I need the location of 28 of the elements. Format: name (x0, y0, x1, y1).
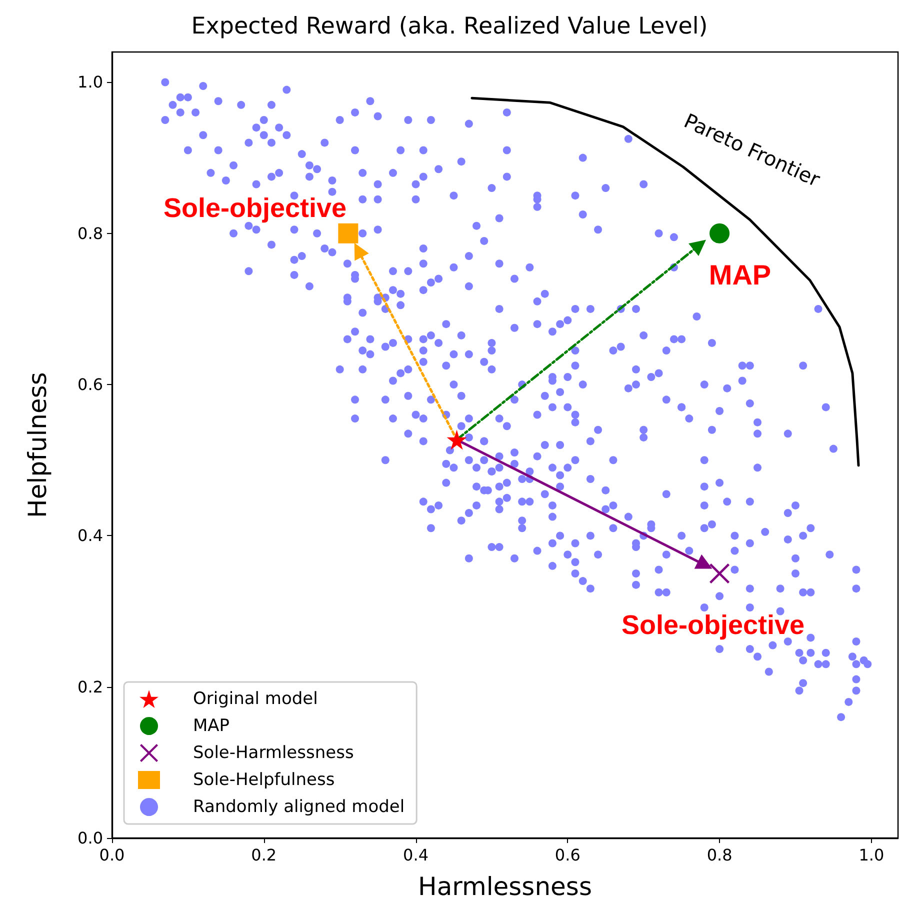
y-tick-label: 0.4 (78, 526, 103, 546)
x-tick-label: 0.2 (251, 846, 277, 864)
x-tick-label: 1.0 (858, 846, 884, 864)
x-tick-label: 0.4 (403, 846, 428, 864)
annotation: MAP (708, 260, 772, 290)
legend-label: MAP (193, 716, 230, 736)
point (338, 223, 358, 244)
x-tick-label: 0.8 (706, 846, 732, 864)
point (710, 223, 730, 244)
point (446, 430, 467, 450)
annotation: Sole-objective (163, 193, 347, 223)
y-axis-title: Helpfulness (23, 372, 52, 518)
y-tick-label: 0.2 (78, 677, 103, 696)
y-tick-label: 0.0 (78, 828, 103, 848)
x-tick-label: 0.0 (99, 846, 125, 864)
chart-title: Expected Reward (aka. Realized Value Level) (191, 14, 708, 40)
legend-label: Randomly aligned model (193, 797, 405, 817)
x-axis-title: Harmlessness (418, 872, 592, 901)
point (710, 563, 730, 584)
y-tick-label: 0.8 (78, 224, 103, 243)
legend-label: Original model (193, 689, 318, 709)
legend-label: Sole-Helpfulness (193, 770, 335, 790)
y-tick-label: 1.0 (78, 72, 103, 92)
y-tick-label: 0.6 (78, 375, 103, 394)
x-tick-label: 0.6 (554, 846, 580, 864)
annotation: Sole-objective (621, 610, 805, 640)
line-series (470, 96, 860, 467)
legend-label: Sole-Harmlessness (193, 743, 354, 763)
